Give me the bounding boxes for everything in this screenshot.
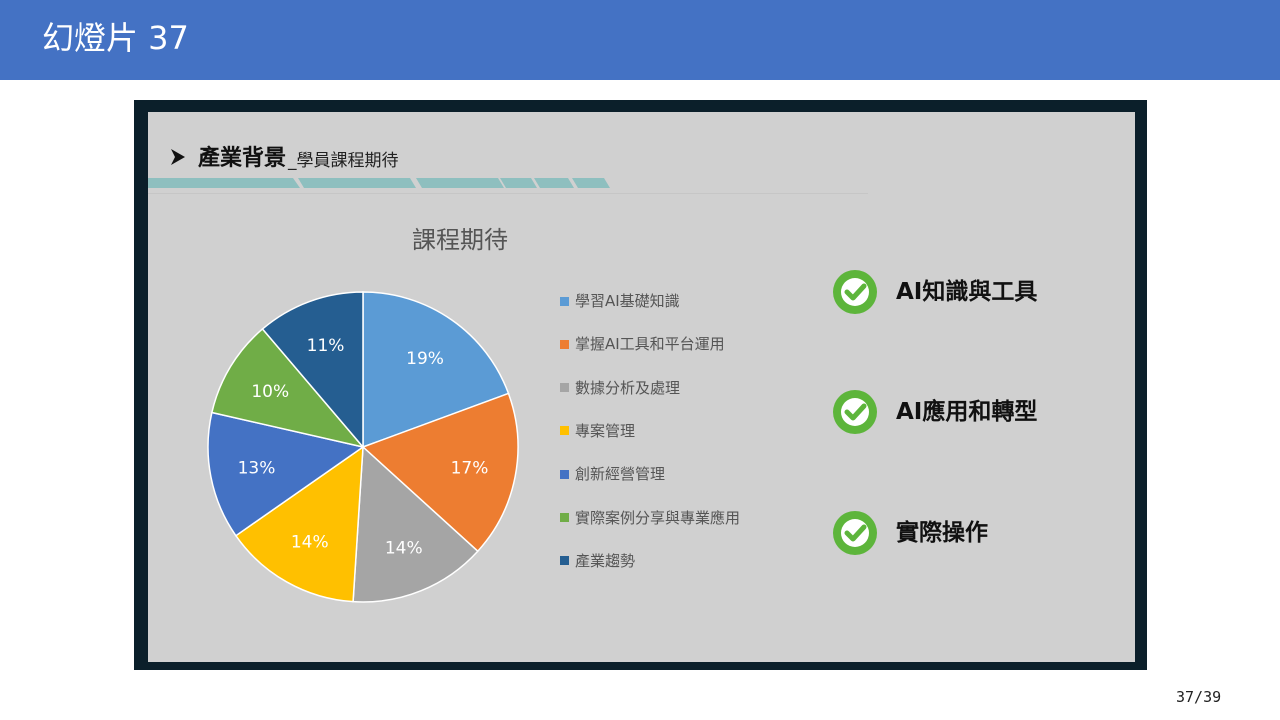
legend-item: 專案管理 (560, 420, 635, 442)
pie-slice (361, 392, 519, 553)
pie-slice (261, 291, 364, 450)
slide-title: 幻燈片 37 (42, 19, 189, 57)
legend-item: 學習AI基礎知識 (560, 290, 680, 312)
legend-item: 實際案例分享與專業應用 (560, 507, 740, 529)
page-number: 37/39 (1176, 688, 1222, 706)
legend-swatch (560, 556, 569, 566)
highlight-label: 實際操作 (896, 520, 988, 546)
check-circle-icon (833, 270, 877, 314)
arrow-bullet-icon (171, 149, 185, 165)
legend-label: 數據分析及處理 (575, 378, 681, 397)
pie-data-label: 17% (451, 459, 489, 479)
legend-swatch (560, 339, 569, 349)
legend-label: 產業趨勢 (575, 551, 636, 570)
highlight-item: AI知識與工具 (832, 269, 1037, 315)
highlight-label: AI應用和轉型 (896, 399, 1038, 425)
pie-data-label: 14% (385, 539, 423, 559)
legend-item: 數據分析及處理 (560, 377, 680, 399)
pie-data-label: 13% (238, 459, 276, 479)
heading-sub-text: _學員課程期待 (288, 151, 399, 171)
legend-label: 學習AI基礎知識 (575, 292, 680, 310)
pie-slice (207, 411, 365, 537)
legend-swatch (560, 513, 569, 522)
legend-label: 實際案例分享與專業應用 (575, 508, 741, 527)
chart-title: 課程期待 (412, 226, 508, 254)
pie-slice (234, 445, 364, 603)
slide-title-bar: 幻燈片 37 (0, 0, 1280, 80)
pie-slice (210, 327, 366, 449)
decorative-stripes (148, 178, 610, 188)
legend-label: 創新經營管理 (575, 465, 666, 484)
legend-swatch (560, 426, 569, 436)
legend-item: 掌握AI工具和平台運用 (560, 333, 725, 355)
highlight-label: AI知識與工具 (896, 279, 1038, 305)
legend-swatch (560, 469, 569, 479)
decorative-divider (148, 193, 868, 194)
legend-label: 專案管理 (575, 421, 636, 440)
highlight-item: 實際操作 (832, 510, 988, 556)
section-heading: 產業背景 _學員課程期待 (170, 140, 399, 174)
check-circle-icon (833, 511, 877, 555)
check-circle-icon (833, 390, 877, 434)
pie-data-label: 19% (406, 349, 444, 369)
pie-slice (362, 291, 510, 449)
pie-data-label: 10% (251, 382, 289, 402)
pie-slice (352, 445, 479, 603)
pie-data-label: 11% (307, 336, 345, 356)
pie-data-label: 14% (291, 533, 329, 553)
pie-chart: 19% 17% 14% 14% 13% 10% 11% (207, 291, 519, 603)
legend-swatch (560, 296, 569, 306)
legend-label: 掌握AI工具和平台運用 (575, 335, 725, 354)
legend-item: 產業趨勢 (560, 550, 635, 572)
highlight-item: AI應用和轉型 (832, 389, 1037, 435)
legend-swatch (560, 383, 569, 393)
heading-main-text: 產業背景 (198, 146, 287, 171)
legend-item: 創新經營管理 (560, 463, 665, 485)
